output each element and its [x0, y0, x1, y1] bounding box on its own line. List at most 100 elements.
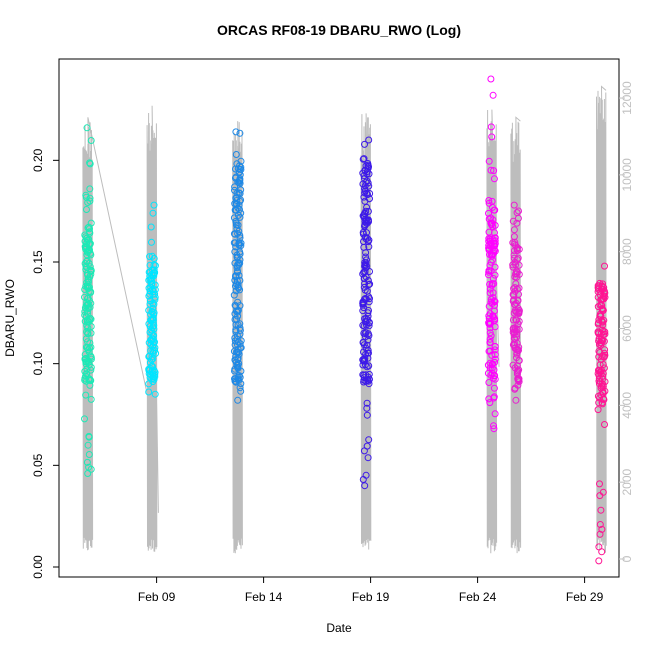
data-point — [491, 358, 499, 366]
data-point — [490, 366, 498, 374]
data-points-layer — [81, 75, 609, 565]
data-point — [600, 396, 608, 404]
data-point — [511, 324, 519, 332]
chart-title: ORCAS RF08-19 DBARU_RWO (Log) — [217, 22, 461, 38]
x-axis-label: Date — [326, 621, 352, 635]
data-point — [230, 291, 238, 299]
data-point — [146, 287, 154, 295]
data-point — [234, 221, 242, 229]
data-point — [595, 557, 603, 565]
data-point — [364, 162, 372, 170]
data-point — [512, 261, 520, 269]
data-point — [236, 190, 244, 197]
data-point — [145, 388, 153, 396]
data-point — [360, 275, 368, 283]
data-point — [486, 285, 494, 293]
data-point — [485, 228, 493, 236]
data-point — [233, 253, 241, 261]
flight-points-group — [594, 262, 609, 565]
x-tick-label: Feb 14 — [245, 590, 283, 604]
data-point — [82, 391, 90, 399]
data-point — [83, 206, 90, 213]
data-point — [85, 432, 93, 440]
plot-frame — [58, 58, 620, 578]
data-point — [486, 335, 494, 343]
data-point — [149, 315, 156, 323]
flight-points-group — [145, 201, 160, 398]
x-tick-label: Feb 19 — [352, 590, 390, 604]
data-point — [509, 261, 517, 269]
flight-points-group — [359, 136, 374, 490]
data-point — [489, 256, 497, 264]
y2-tick-label: 2000 — [620, 469, 634, 496]
altitude-trace — [146, 105, 159, 552]
data-point — [359, 476, 367, 483]
data-point — [515, 310, 523, 317]
data-point — [361, 140, 368, 148]
data-point — [600, 292, 608, 300]
data-point — [361, 185, 368, 193]
data-point — [596, 394, 603, 402]
data-point — [150, 322, 158, 330]
data-point — [487, 75, 495, 83]
secondary-y-axis: 0 2000 4000 6000 8000 10000 12000 — [619, 81, 634, 562]
data-point — [86, 159, 94, 167]
data-point — [87, 137, 95, 144]
y2-tick-label: 10000 — [620, 158, 634, 192]
data-point — [486, 235, 494, 243]
altitude-trace — [232, 121, 243, 554]
data-point — [489, 91, 497, 99]
data-point — [362, 315, 370, 322]
data-point — [488, 364, 496, 372]
data-point — [365, 319, 373, 327]
data-point — [510, 201, 518, 209]
data-point — [362, 333, 369, 341]
data-point — [490, 167, 498, 175]
data-point — [364, 216, 372, 224]
data-point — [87, 329, 95, 337]
y2-tick-label: 8000 — [620, 238, 634, 265]
data-point — [599, 321, 607, 329]
y2-tick-label: 12000 — [620, 81, 634, 115]
data-point — [366, 268, 373, 275]
data-point — [511, 284, 519, 292]
data-point — [485, 268, 493, 276]
data-point — [233, 197, 241, 204]
data-point — [512, 270, 520, 278]
data-point — [486, 329, 494, 337]
data-point — [359, 339, 367, 347]
data-point — [512, 280, 520, 288]
y-tick-label: 0.10 — [31, 352, 45, 376]
data-point — [491, 271, 499, 279]
data-point — [365, 436, 373, 444]
data-point — [151, 269, 159, 277]
data-point — [86, 381, 94, 389]
data-point — [87, 395, 95, 403]
data-point — [235, 272, 243, 279]
data-point — [234, 364, 242, 372]
data-point — [148, 279, 156, 287]
data-point — [485, 199, 493, 207]
data-point — [595, 371, 603, 379]
data-point — [491, 355, 499, 363]
data-point — [513, 354, 520, 362]
data-point — [514, 375, 522, 383]
data-point — [364, 376, 372, 384]
data-point — [485, 320, 493, 328]
data-point — [87, 270, 95, 278]
data-point — [234, 356, 242, 364]
data-point — [595, 543, 603, 551]
data-point — [148, 326, 155, 334]
data-point — [232, 321, 240, 329]
data-point — [149, 347, 157, 355]
data-point — [486, 339, 494, 347]
data-point — [148, 238, 155, 246]
data-point — [485, 395, 493, 403]
data-point — [236, 197, 244, 205]
data-point — [488, 133, 496, 141]
data-point — [84, 441, 92, 449]
data-point — [87, 289, 95, 296]
data-point — [490, 247, 497, 255]
data-point — [84, 295, 91, 303]
data-point — [237, 344, 245, 352]
